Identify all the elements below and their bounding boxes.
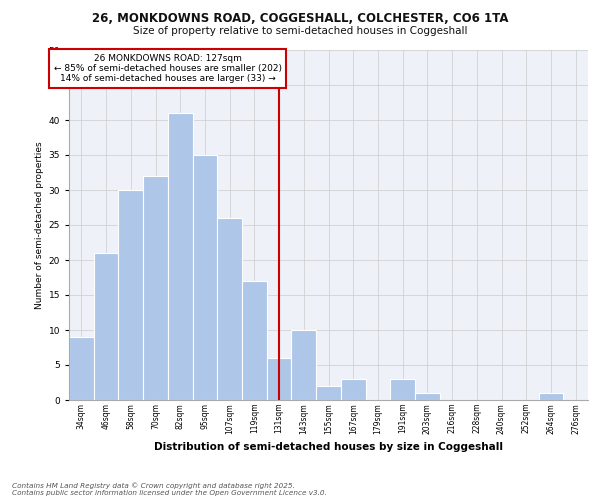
Bar bbox=[415, 393, 440, 400]
Bar bbox=[267, 358, 292, 400]
Bar bbox=[143, 176, 168, 400]
Text: 26, MONKDOWNS ROAD, COGGESHALL, COLCHESTER, CO6 1TA: 26, MONKDOWNS ROAD, COGGESHALL, COLCHEST… bbox=[92, 12, 508, 26]
Bar bbox=[217, 218, 242, 400]
Y-axis label: Number of semi-detached properties: Number of semi-detached properties bbox=[35, 141, 44, 309]
Bar bbox=[94, 253, 118, 400]
Bar bbox=[316, 386, 341, 400]
Bar bbox=[341, 379, 365, 400]
Bar bbox=[193, 155, 217, 400]
Bar bbox=[292, 330, 316, 400]
Text: 26 MONKDOWNS ROAD: 127sqm
← 85% of semi-detached houses are smaller (202)
14% of: 26 MONKDOWNS ROAD: 127sqm ← 85% of semi-… bbox=[54, 54, 282, 84]
Bar bbox=[69, 337, 94, 400]
Text: Size of property relative to semi-detached houses in Coggeshall: Size of property relative to semi-detach… bbox=[133, 26, 467, 36]
Bar bbox=[539, 393, 563, 400]
Bar bbox=[118, 190, 143, 400]
Bar bbox=[168, 113, 193, 400]
Bar bbox=[242, 281, 267, 400]
Text: Contains HM Land Registry data © Crown copyright and database right 2025.
Contai: Contains HM Land Registry data © Crown c… bbox=[12, 482, 327, 496]
X-axis label: Distribution of semi-detached houses by size in Coggeshall: Distribution of semi-detached houses by … bbox=[154, 442, 503, 452]
Bar bbox=[390, 379, 415, 400]
